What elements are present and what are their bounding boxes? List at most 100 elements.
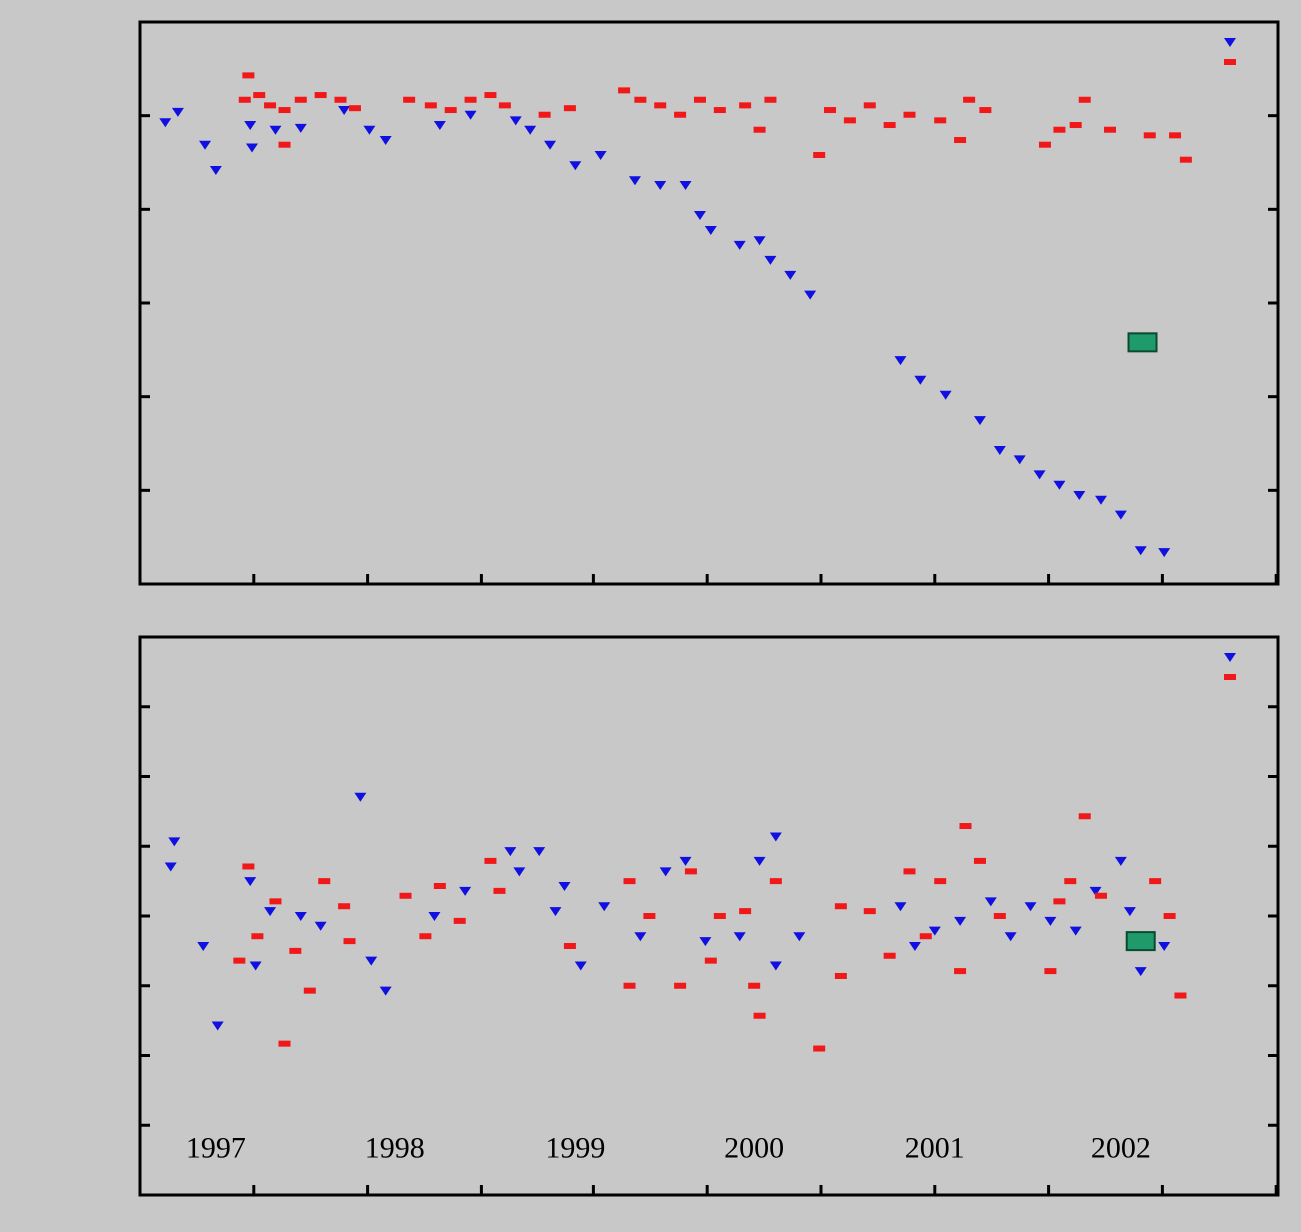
point [464,110,477,120]
point [197,941,210,951]
point [334,96,347,103]
point [834,972,847,979]
point [199,140,212,150]
point [903,111,916,118]
point [484,857,497,864]
point [238,96,251,103]
point [628,176,641,186]
point [524,125,537,135]
point [733,932,746,942]
legend-marker [1224,59,1236,65]
point [498,102,511,109]
point [264,907,277,917]
point [704,225,717,235]
point [598,902,611,912]
point [693,96,706,103]
point [704,957,717,964]
point [959,823,972,830]
point [433,883,446,890]
point [1114,510,1127,520]
point [1089,886,1102,896]
point [1134,967,1147,977]
point [769,961,782,971]
point [863,908,876,915]
point [464,96,477,103]
point [558,882,571,892]
point [159,118,172,128]
point [428,912,441,921]
point [211,1021,224,1031]
point [168,837,181,847]
point [1179,156,1192,163]
point [1073,491,1086,501]
point [1033,470,1046,480]
point [753,856,766,866]
point [769,878,782,885]
point [433,121,446,131]
point [1094,892,1107,899]
point [253,92,266,99]
point [459,886,472,896]
point [294,123,307,133]
point [538,111,551,118]
point [233,957,246,964]
annotation: 1999 [545,1131,605,1164]
point [1094,495,1107,505]
point [993,446,1006,456]
point [824,107,837,114]
point [303,987,316,994]
point [453,917,466,924]
point [914,375,927,385]
point [1053,898,1066,905]
point [894,356,907,366]
point [264,102,277,109]
point [484,92,497,99]
point [834,903,847,910]
point [1143,132,1156,139]
point [1044,968,1057,975]
point [954,137,967,144]
point [1078,813,1091,820]
point [533,847,546,857]
point [209,165,222,175]
point [674,982,687,989]
point [549,907,562,917]
legend-marker [1224,38,1236,47]
point [934,878,947,885]
point [753,236,766,246]
point [1169,132,1182,139]
point [244,877,257,887]
point [753,126,766,133]
point [654,180,667,190]
point [594,151,607,161]
point [659,867,672,877]
point [1158,548,1171,558]
point [444,107,457,114]
point [269,125,282,135]
point [984,897,997,907]
point [379,986,392,996]
point [928,926,941,936]
point [269,898,282,905]
point [963,96,976,103]
point [993,913,1006,919]
point [343,938,356,945]
point [419,933,432,940]
point [764,96,777,103]
point [684,868,697,875]
point [403,96,416,103]
point [979,107,992,114]
point [1013,455,1026,465]
point [903,868,916,875]
point [954,968,967,975]
point [424,102,437,109]
point [1104,126,1117,133]
point [939,390,952,400]
point [623,982,636,989]
point [739,102,752,109]
point [813,152,826,159]
point [563,105,576,112]
point [1125,931,1156,952]
point [1053,126,1066,133]
